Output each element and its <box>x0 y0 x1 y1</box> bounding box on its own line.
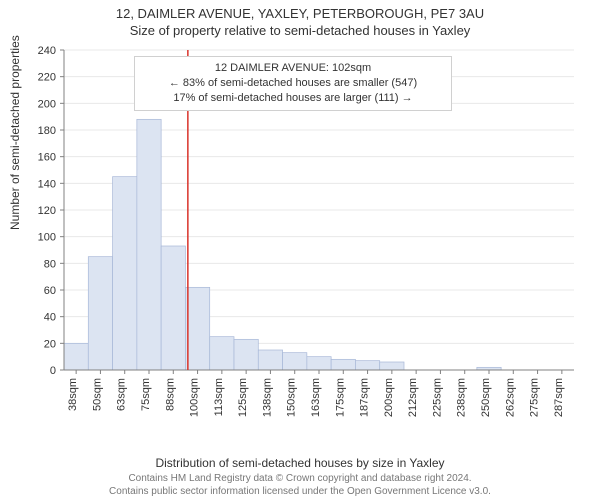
histogram-bar <box>331 359 355 370</box>
chart-container: 12, DAIMLER AVENUE, YAXLEY, PETERBOROUGH… <box>0 0 600 500</box>
svg-text:100sqm: 100sqm <box>189 378 201 417</box>
histogram-bar <box>185 287 209 370</box>
svg-text:88sqm: 88sqm <box>164 378 176 411</box>
histogram-bar <box>234 339 258 370</box>
svg-text:240: 240 <box>38 45 56 57</box>
svg-text:60: 60 <box>44 285 56 297</box>
histogram-bar <box>64 343 88 370</box>
chart-area: 02040608010012014016018020022024038sqm50… <box>64 50 574 420</box>
svg-text:38sqm: 38sqm <box>67 378 79 411</box>
svg-text:20: 20 <box>44 338 56 350</box>
svg-text:175sqm: 175sqm <box>334 378 346 417</box>
histogram-bar <box>258 350 282 370</box>
svg-text:160: 160 <box>38 152 56 164</box>
svg-text:100: 100 <box>38 232 56 244</box>
svg-text:0: 0 <box>50 365 56 377</box>
svg-text:262sqm: 262sqm <box>504 378 516 417</box>
svg-text:63sqm: 63sqm <box>116 378 128 411</box>
histogram-bar <box>137 119 161 370</box>
histogram-bar <box>161 246 185 370</box>
histogram-bar <box>307 357 331 370</box>
svg-text:287sqm: 287sqm <box>553 378 565 417</box>
histogram-bar <box>283 353 307 370</box>
histogram-bar <box>380 362 404 370</box>
annotation-line3: 17% of semi-detached houses are larger (… <box>143 91 443 106</box>
svg-text:180: 180 <box>38 125 56 137</box>
histogram-bar <box>355 361 379 370</box>
svg-text:138sqm: 138sqm <box>261 378 273 417</box>
svg-text:238sqm: 238sqm <box>456 378 468 417</box>
y-axis-label: Number of semi-detached properties <box>8 35 22 230</box>
histogram-bar <box>113 177 137 370</box>
title-main: 12, DAIMLER AVENUE, YAXLEY, PETERBOROUGH… <box>0 0 600 21</box>
svg-text:150sqm: 150sqm <box>286 378 298 417</box>
svg-text:225sqm: 225sqm <box>431 378 443 417</box>
svg-text:80: 80 <box>44 258 56 270</box>
footer-line2: Contains public sector information licen… <box>0 485 600 498</box>
x-axis-label: Distribution of semi-detached houses by … <box>0 456 600 470</box>
svg-text:200: 200 <box>38 98 56 110</box>
annotation-box: 12 DAIMLER AVENUE: 102sqm ← 83% of semi-… <box>134 56 452 111</box>
title-sub: Size of property relative to semi-detach… <box>0 21 600 38</box>
svg-text:40: 40 <box>44 312 56 324</box>
footer: Contains HM Land Registry data © Crown c… <box>0 472 600 498</box>
svg-text:75sqm: 75sqm <box>140 378 152 411</box>
svg-text:212sqm: 212sqm <box>407 378 419 417</box>
svg-text:200sqm: 200sqm <box>383 378 395 417</box>
svg-text:187sqm: 187sqm <box>359 378 371 417</box>
annotation-line1: 12 DAIMLER AVENUE: 102sqm <box>143 61 443 76</box>
histogram-bar <box>210 337 234 370</box>
annotation-line2: ← 83% of semi-detached houses are smalle… <box>143 76 443 91</box>
svg-text:250sqm: 250sqm <box>480 378 492 417</box>
svg-text:163sqm: 163sqm <box>310 378 322 417</box>
svg-text:120: 120 <box>38 205 56 217</box>
footer-line1: Contains HM Land Registry data © Crown c… <box>0 472 600 485</box>
svg-text:140: 140 <box>38 178 56 190</box>
svg-text:220: 220 <box>38 72 56 84</box>
svg-text:113sqm: 113sqm <box>213 378 225 416</box>
svg-text:50sqm: 50sqm <box>91 378 103 411</box>
svg-text:275sqm: 275sqm <box>529 378 541 417</box>
svg-text:125sqm: 125sqm <box>237 378 249 417</box>
histogram-bar <box>88 257 112 370</box>
